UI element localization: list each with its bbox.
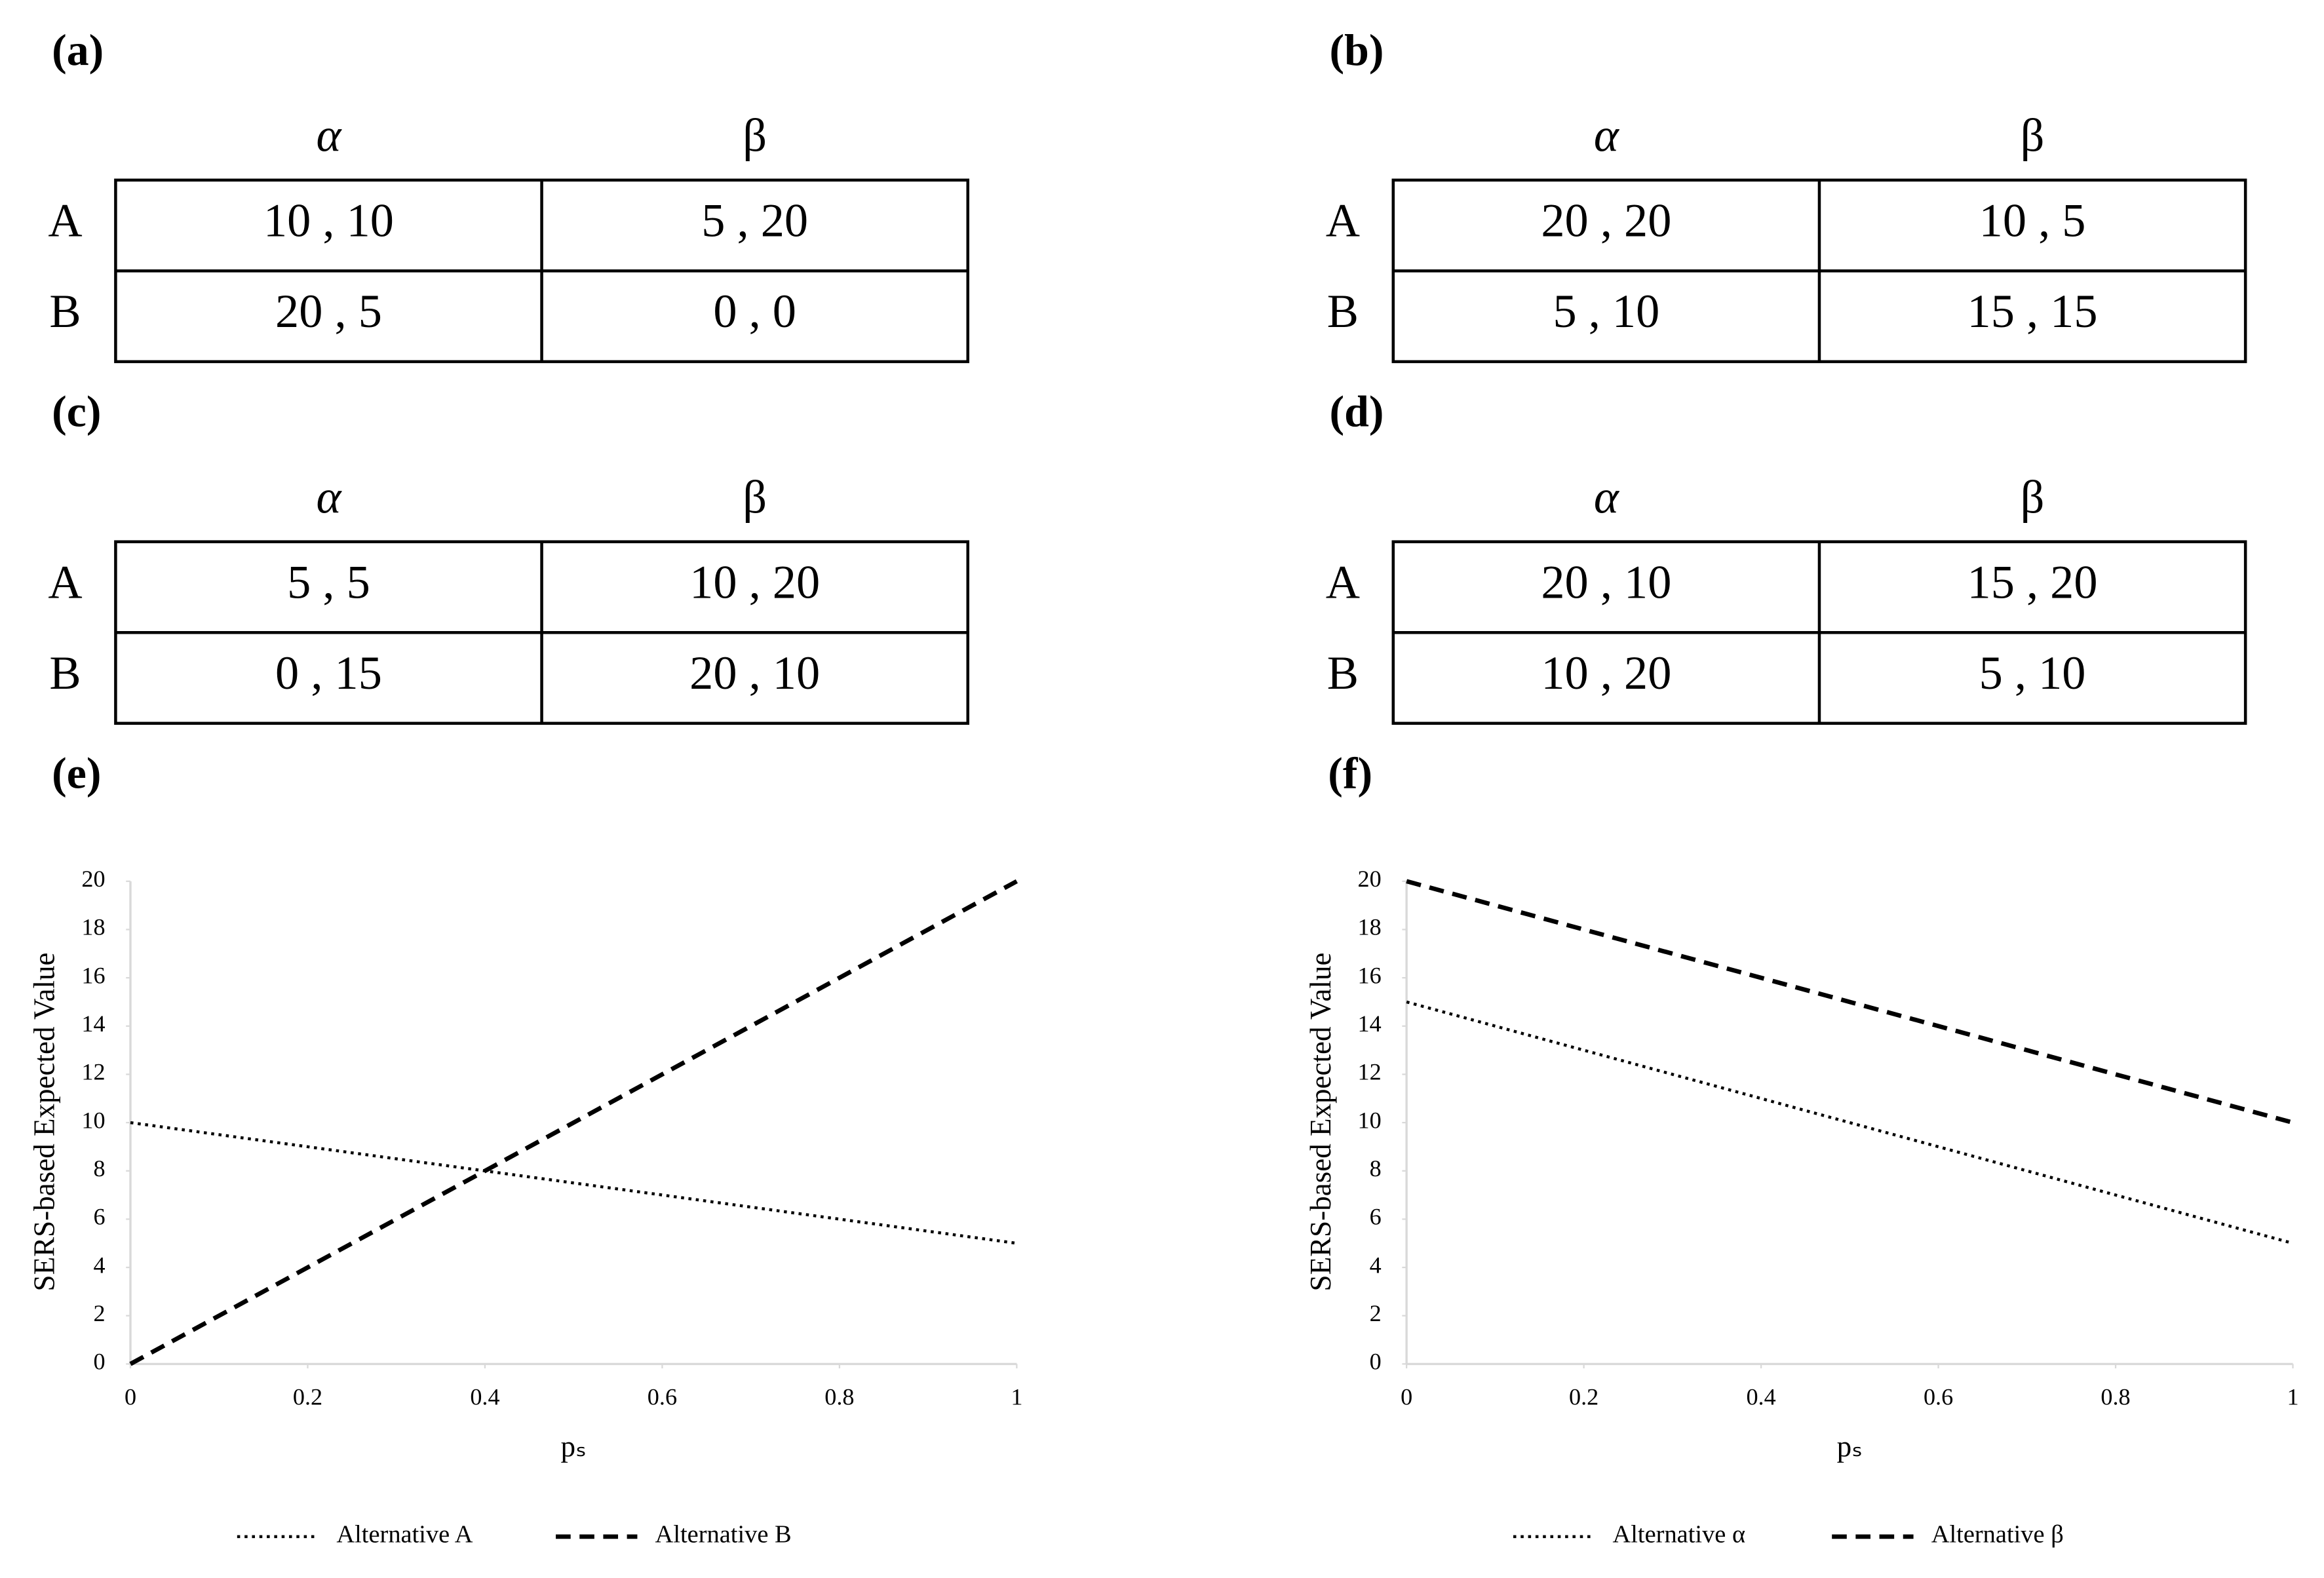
cell: 15 , 20	[1967, 556, 2098, 609]
column-header: α	[1594, 471, 1620, 524]
cell: 10 , 10	[263, 195, 394, 247]
row-header: A	[48, 195, 82, 247]
row-header: B	[1327, 647, 1359, 699]
y-tick-label: 0	[1370, 1349, 1382, 1375]
y-tick-label: 14	[81, 1010, 105, 1037]
row-header: A	[1326, 556, 1360, 609]
x-axis-label: pₛ	[1837, 1430, 1863, 1463]
cell: 0 , 15	[275, 647, 382, 699]
cell: 10 , 5	[1979, 195, 2086, 247]
legend-label: Alternative A	[336, 1521, 473, 1549]
x-tick-label: 1	[2287, 1384, 2298, 1410]
legend-label: Alternative α	[1612, 1521, 1745, 1549]
y-tick-label: 4	[1370, 1252, 1382, 1278]
column-header: α	[316, 109, 342, 162]
row-header: B	[49, 285, 81, 337]
x-tick-label: 0.8	[2101, 1384, 2130, 1410]
legend-label: Alternative β	[1931, 1521, 2064, 1549]
cell: 15 , 15	[1967, 285, 2098, 337]
series-line	[1406, 1000, 2294, 1245]
y-tick-label: 6	[93, 1204, 105, 1230]
y-tick-label: 2	[93, 1300, 105, 1326]
y-tick-label: 8	[93, 1155, 105, 1182]
y-tick-label: 10	[1358, 1107, 1382, 1133]
row-header: A	[48, 556, 82, 609]
y-tick-label: 0	[93, 1349, 105, 1375]
y-tick-label: 4	[93, 1252, 105, 1278]
row-header: A	[1326, 195, 1360, 247]
panel-label: (c)	[52, 387, 101, 436]
y-tick-label: 6	[1370, 1204, 1382, 1230]
column-header: β	[2021, 471, 2045, 524]
column-header: β	[743, 109, 767, 162]
x-tick-label: 0.6	[1924, 1384, 1953, 1410]
x-tick-label: 0	[1401, 1384, 1412, 1410]
x-axis-label: pₛ	[560, 1430, 586, 1463]
panel-label: (e)	[52, 749, 101, 798]
y-tick-label: 16	[81, 962, 105, 988]
cell: 5 , 10	[1979, 647, 2086, 699]
x-tick-label: 0.2	[293, 1384, 322, 1410]
y-tick-label: 10	[81, 1107, 105, 1133]
y-axis-label: SERS-based Expected Value	[1304, 952, 1337, 1291]
cell: 20 , 10	[689, 647, 820, 699]
y-tick-label: 20	[81, 866, 105, 892]
cell: 0 , 0	[713, 285, 796, 337]
x-tick-label: 0.2	[1569, 1384, 1598, 1410]
cell: 5 , 20	[701, 195, 808, 247]
cell: 5 , 5	[287, 556, 370, 609]
y-tick-label: 18	[81, 914, 105, 940]
x-tick-label: 0.8	[824, 1384, 854, 1410]
series-line	[129, 879, 1018, 1366]
panel-label: (a)	[52, 26, 104, 75]
y-tick-label: 12	[81, 1059, 105, 1085]
y-tick-label: 12	[1358, 1059, 1382, 1085]
column-header: α	[1594, 109, 1620, 162]
column-header: β	[2021, 109, 2045, 162]
column-header: α	[316, 471, 342, 524]
x-tick-label: 1	[1011, 1384, 1022, 1410]
x-tick-label: 0.4	[1746, 1384, 1775, 1410]
series-line	[130, 1121, 1017, 1245]
cell: 10 , 20	[1541, 647, 1671, 699]
cell: 10 , 20	[689, 556, 820, 609]
cell: 20 , 20	[1541, 195, 1671, 247]
row-header: B	[1327, 285, 1359, 337]
x-tick-label: 0	[125, 1384, 136, 1410]
panel-label: (f)	[1328, 749, 1372, 798]
series-line	[1406, 879, 2294, 1125]
panel-label: (d)	[1330, 387, 1384, 436]
x-tick-label: 0.6	[648, 1384, 677, 1410]
y-tick-label: 16	[1358, 962, 1382, 988]
cell: 20 , 10	[1541, 556, 1671, 609]
y-tick-label: 18	[1358, 914, 1382, 940]
y-tick-label: 14	[1358, 1010, 1382, 1037]
cell: 20 , 5	[275, 285, 382, 337]
column-header: β	[743, 471, 767, 524]
cell: 5 , 10	[1553, 285, 1659, 337]
y-axis-label: SERS-based Expected Value	[28, 952, 61, 1291]
y-tick-label: 8	[1370, 1155, 1382, 1182]
x-tick-label: 0.4	[470, 1384, 499, 1410]
legend-label: Alternative B	[655, 1521, 792, 1549]
panel-label: (b)	[1330, 26, 1384, 75]
y-tick-label: 2	[1370, 1300, 1382, 1326]
row-header: B	[49, 647, 81, 699]
y-tick-label: 20	[1358, 866, 1382, 892]
